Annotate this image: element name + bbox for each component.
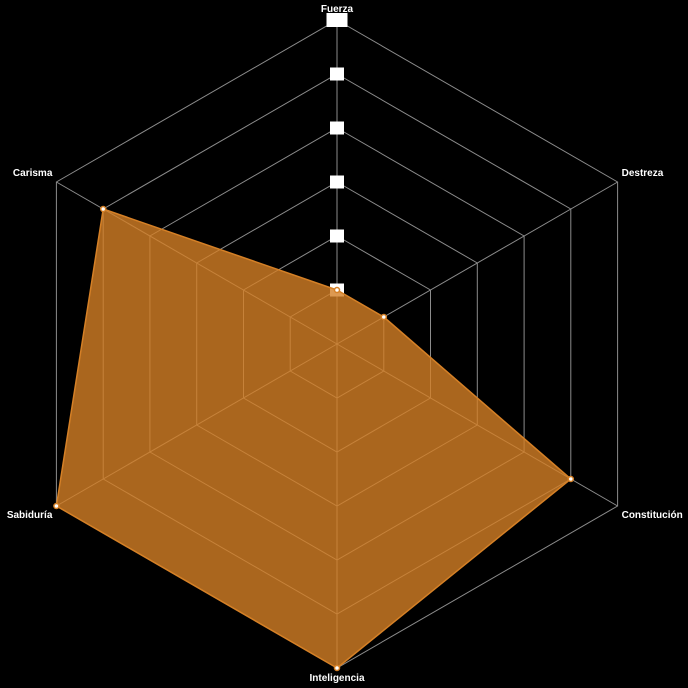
radar-data-point[interactable] (333, 286, 341, 294)
axis-label-inteligencia: Inteligencia (309, 673, 364, 684)
radar-data-point[interactable] (99, 205, 107, 213)
tick-backdrop (330, 175, 344, 189)
axis-label-constitucion: Constitución (622, 510, 683, 521)
axis-label-destreza: Destreza (622, 168, 664, 179)
tick-backdrop (330, 67, 344, 81)
tick-backdrop (330, 121, 344, 135)
axis-label-sabiduria: Sabiduría (7, 510, 53, 521)
radar-data-point[interactable] (567, 475, 575, 483)
radar-data-point[interactable] (380, 313, 388, 321)
radar-data-point[interactable] (333, 664, 341, 672)
axis-label-fuerza: Fuerza (321, 4, 354, 15)
radar-data-point[interactable] (53, 502, 60, 510)
axis-label-carisma: Carisma (13, 168, 53, 179)
tick-backdrop (326, 13, 348, 27)
tick-backdrop (330, 229, 344, 243)
